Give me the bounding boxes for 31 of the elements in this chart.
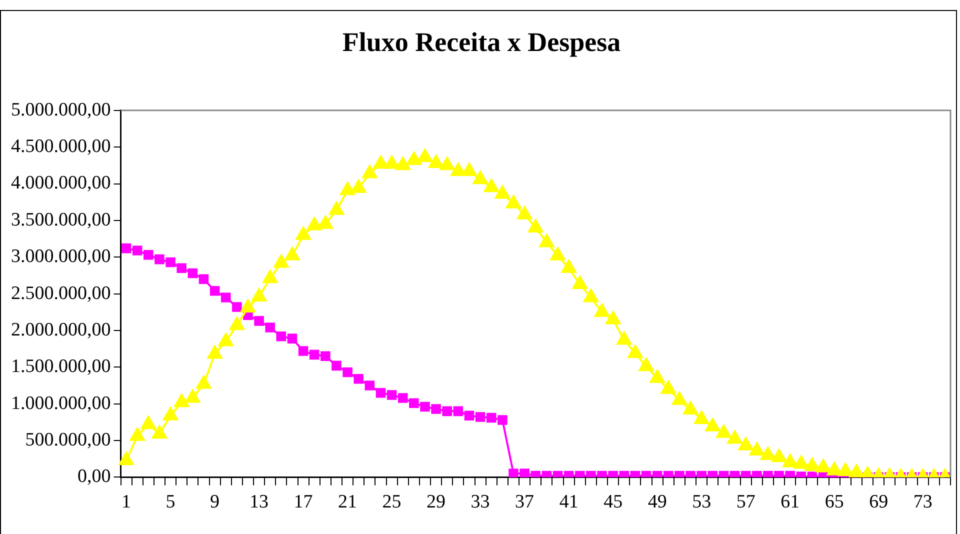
y-tick-label: 500.000,00	[25, 430, 111, 451]
x-tick-label: 1	[122, 492, 132, 513]
x-tick-label: 9	[210, 492, 220, 513]
y-tick-label: 4.000.000,00	[11, 172, 111, 194]
y-tick-label: 2.500.000,00	[11, 282, 111, 304]
x-tick-label: 53	[692, 492, 712, 513]
x-tick-label: 29	[426, 492, 446, 513]
x-tick-label: 73	[913, 492, 932, 513]
y-tick-label: 1.000.000,00	[11, 392, 111, 414]
x-tick-label: 49	[648, 492, 667, 513]
x-tick-label: 33	[470, 492, 490, 513]
x-tick-label: 13	[250, 492, 269, 513]
x-tick-label: 61	[780, 492, 800, 513]
x-tick-label: 37	[515, 492, 534, 513]
y-tick-label: 4.500.000,00	[11, 136, 111, 158]
x-tick-label: 17	[294, 492, 313, 513]
y-tick-label: 2.000.000,00	[11, 319, 111, 340]
x-tick-label: 5	[166, 492, 176, 513]
x-tick-label: 25	[382, 492, 402, 513]
y-tick-label: 1.500.000,00	[11, 356, 111, 378]
x-tick-label: 69	[869, 492, 888, 513]
y-tick-label: 3.500.000,00	[11, 209, 111, 230]
x-tick-label: 45	[604, 492, 623, 513]
y-tick-label: 5.000.000,00	[11, 99, 111, 120]
x-tick-label: 41	[559, 492, 578, 513]
x-tick-label: 65	[824, 492, 844, 513]
chart-title: Fluxo Receita x Despesa	[342, 27, 622, 58]
x-tick-label: 21	[338, 492, 358, 513]
y-tick-label: 0,00	[78, 466, 111, 488]
x-tick-label: 57	[736, 492, 756, 513]
y-tick-label: 3.000.000,00	[11, 246, 111, 268]
